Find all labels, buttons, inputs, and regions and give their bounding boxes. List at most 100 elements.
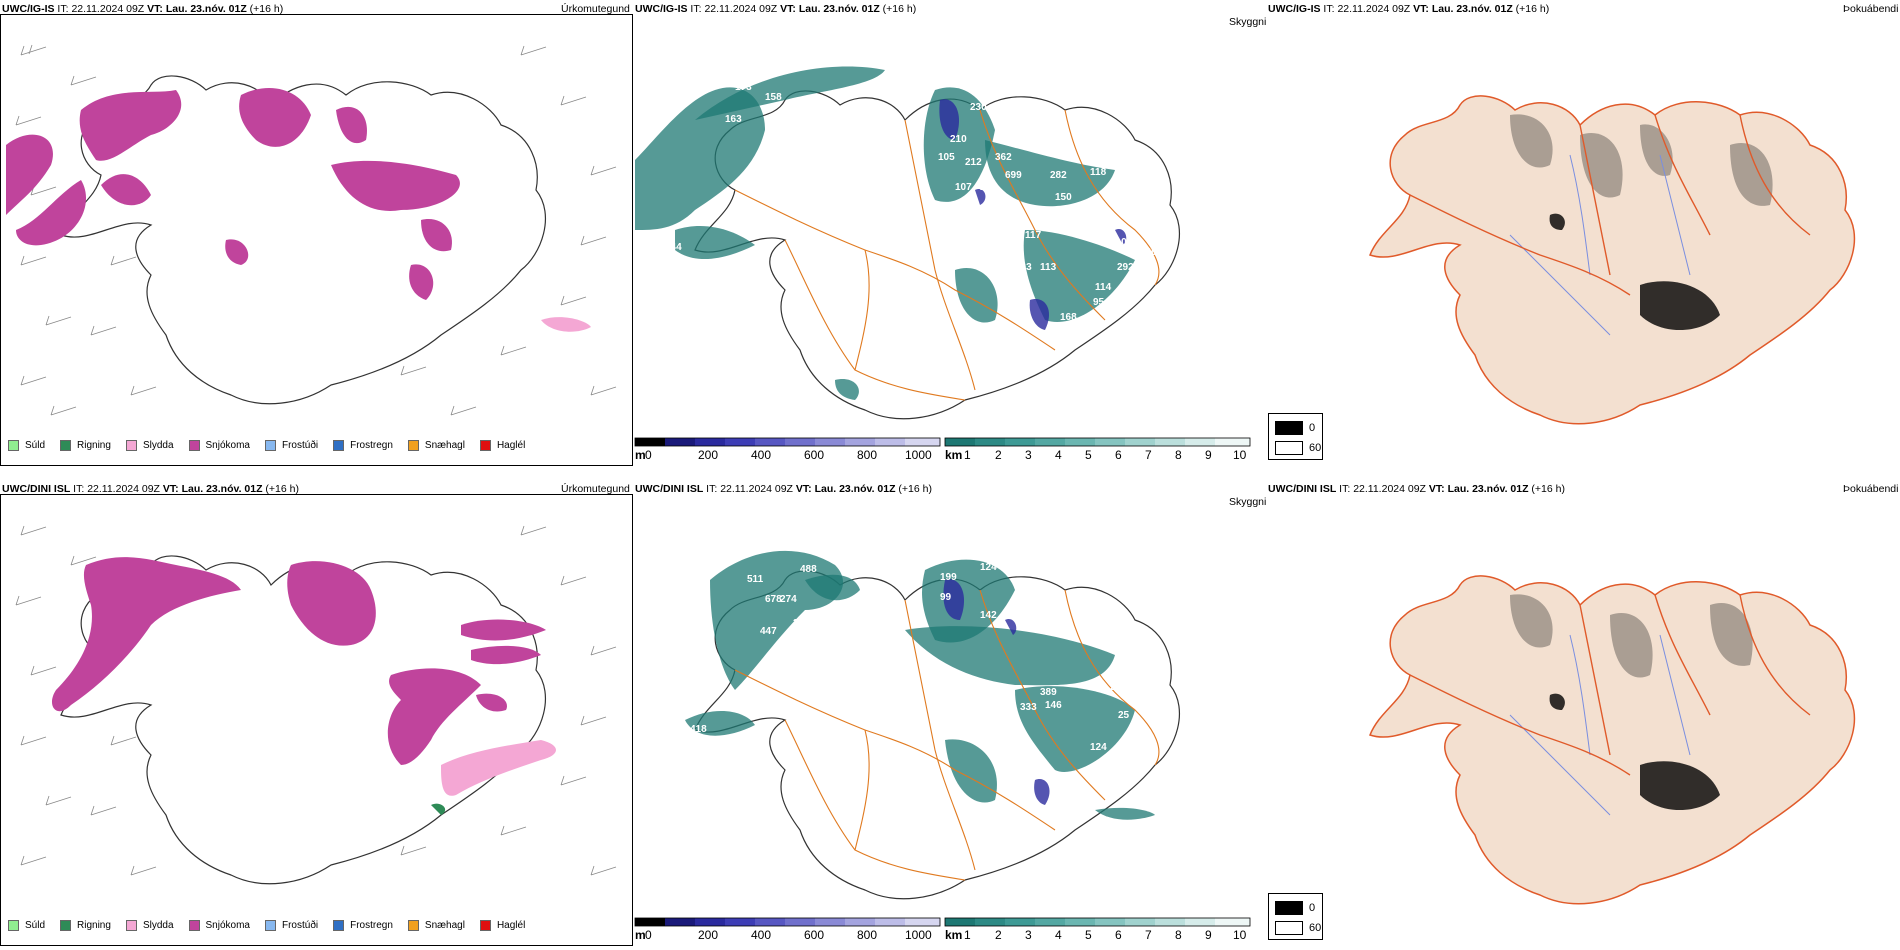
legend-item: Súld bbox=[8, 440, 45, 451]
legend-item: Rigning bbox=[60, 440, 111, 451]
cloud-value: 333 bbox=[1020, 702, 1037, 713]
legend-swatch-drizzle bbox=[8, 440, 19, 451]
cbar-tick: 3 bbox=[1025, 928, 1032, 942]
cloud-value: 180 bbox=[1140, 247, 1157, 258]
fog-roads bbox=[1409, 594, 1811, 776]
cloud-value: 678 bbox=[765, 594, 782, 605]
cbar-tick: 1000 bbox=[905, 448, 932, 462]
cloud-value: 95 bbox=[1093, 297, 1105, 308]
precip-type-label: Úrkomutegund bbox=[561, 483, 630, 495]
cloud-value: 210 bbox=[950, 134, 967, 145]
cloud-base-colorbar bbox=[634, 437, 941, 447]
cloud-value: 168 bbox=[1060, 312, 1077, 323]
cloud-panel-title: UWC/IG-IS IT: 22.11.2024 09Z VT: Lau. 23… bbox=[635, 3, 917, 15]
cloud-value: 158 bbox=[765, 92, 782, 103]
cbar-tick: 6 bbox=[1115, 928, 1122, 942]
cloud-value: 511 bbox=[747, 574, 764, 585]
roads bbox=[734, 589, 1160, 881]
cloud-value: 223 bbox=[1125, 667, 1142, 678]
cbar-tick: 1000 bbox=[905, 928, 932, 942]
cbar-tick: 800 bbox=[857, 448, 878, 462]
fog-legend-label: 60 bbox=[1309, 442, 1322, 454]
cloud-value: 192 bbox=[1030, 210, 1047, 221]
cloud-value: 230 bbox=[970, 102, 987, 113]
cbar-tick: 8 bbox=[1175, 448, 1182, 462]
cbar-tick: 6 bbox=[1115, 448, 1122, 462]
legend-item: Snæhagl bbox=[407, 920, 465, 931]
fog-dense bbox=[1549, 213, 1720, 330]
legend-swatch-drizzle bbox=[8, 920, 19, 931]
cloud-value: 124 bbox=[1090, 742, 1107, 753]
cloud-value: 418 bbox=[690, 724, 707, 735]
cloud-value: 99 bbox=[940, 592, 952, 603]
precip-panel-title: UWC/DINI ISL IT: 22.11.2024 09Z VT: Lau.… bbox=[2, 483, 299, 495]
cloud-value: 447 bbox=[760, 626, 777, 637]
cbar-tick: 200 bbox=[698, 928, 719, 942]
roads bbox=[734, 109, 1160, 401]
fog-legend-swatch-white bbox=[1275, 441, 1303, 455]
cloud-value: 220 bbox=[1045, 210, 1062, 221]
snow-areas bbox=[6, 87, 460, 300]
cloud-value: 310 bbox=[1060, 792, 1077, 803]
cloud-value: 124 bbox=[980, 562, 997, 573]
cbar-tick: 2 bbox=[995, 448, 1002, 462]
cloud-value: 274 bbox=[780, 594, 797, 605]
cbar-tick: 4 bbox=[1055, 928, 1062, 942]
fog-roads bbox=[1409, 114, 1811, 296]
cloud-value: 352 bbox=[1140, 687, 1157, 698]
cloud-base-unit: m bbox=[635, 448, 646, 462]
legend-item: Frostregn bbox=[333, 920, 393, 931]
cloud-value: 450 bbox=[1135, 637, 1152, 648]
legend-item: Frostregn bbox=[333, 440, 393, 451]
fog-panel-title: UWC/IG-IS IT: 22.11.2024 09Z VT: Lau. 23… bbox=[1268, 3, 1550, 15]
cloud-value: 221 bbox=[1110, 682, 1127, 693]
cloud-value: 105 bbox=[938, 152, 955, 163]
legend-swatch-rain bbox=[60, 920, 72, 931]
visibility-unit: km bbox=[945, 928, 963, 942]
model-name: UWC/IG-IS bbox=[2, 3, 55, 15]
cloud-value: 212 bbox=[965, 157, 982, 168]
cloud-value: 244 bbox=[665, 242, 682, 253]
fog-legend-swatch-black bbox=[1275, 901, 1303, 915]
fog-map bbox=[1369, 95, 1856, 425]
cloud-value: 222 bbox=[720, 544, 737, 555]
fog-legend: 0 60 bbox=[1268, 893, 1323, 940]
visibility-unit: km bbox=[945, 448, 963, 462]
cloud-value: 148 bbox=[1055, 772, 1072, 783]
fog-legend-label: 0 bbox=[1309, 422, 1316, 434]
rain-areas bbox=[431, 803, 446, 815]
cbar-tick: 8 bbox=[1175, 928, 1182, 942]
precip-type-map bbox=[6, 44, 617, 416]
cbar-tick: 600 bbox=[804, 448, 825, 462]
legend-swatch-hail bbox=[479, 440, 491, 451]
legend-swatch-sleet bbox=[125, 440, 137, 451]
cloud-value: 282 bbox=[1050, 170, 1067, 181]
iceland-outline bbox=[60, 555, 546, 885]
cbar-tick: 1 bbox=[964, 448, 971, 462]
cloud-value: 25 bbox=[1118, 710, 1130, 721]
low-cloud-areas bbox=[939, 99, 1127, 330]
snow-areas bbox=[51, 557, 546, 765]
cbar-tick: 600 bbox=[804, 928, 825, 942]
legend-item: Slydda bbox=[125, 440, 174, 451]
legend-swatch-snow bbox=[188, 920, 200, 931]
cloud-value: 203 bbox=[1140, 222, 1157, 233]
cloud-value: 29 bbox=[793, 618, 805, 629]
cloud-value: 114 bbox=[1095, 282, 1112, 293]
cbar-tick: 5 bbox=[1085, 448, 1092, 462]
precip-numbers: 222 488 511 678 274 29 447 199 124 99 14… bbox=[665, 544, 1162, 803]
cbar-tick: 400 bbox=[751, 448, 772, 462]
cloud-value: 113 bbox=[1040, 262, 1057, 273]
cloud-visibility-map: 222 488 511 678 274 29 447 199 124 99 14… bbox=[665, 544, 1180, 900]
fog-legend-swatch-black bbox=[1275, 421, 1303, 435]
fog-label: Þokuábendi bbox=[1843, 483, 1899, 495]
cloud-value: 215 bbox=[1080, 602, 1097, 613]
fog-legend-swatch-white bbox=[1275, 921, 1303, 935]
legend-swatch-freezing-rain bbox=[333, 920, 345, 931]
fog-map bbox=[1369, 575, 1856, 905]
fog-legend: 0 60 bbox=[1268, 413, 1323, 460]
fog-panel-title: UWC/DINI ISL IT: 22.11.2024 09Z VT: Lau.… bbox=[1268, 483, 1565, 495]
legend-swatch-sleet bbox=[125, 920, 137, 931]
cloud-value: 142 bbox=[980, 610, 997, 621]
fog-legend-label: 0 bbox=[1309, 902, 1316, 914]
